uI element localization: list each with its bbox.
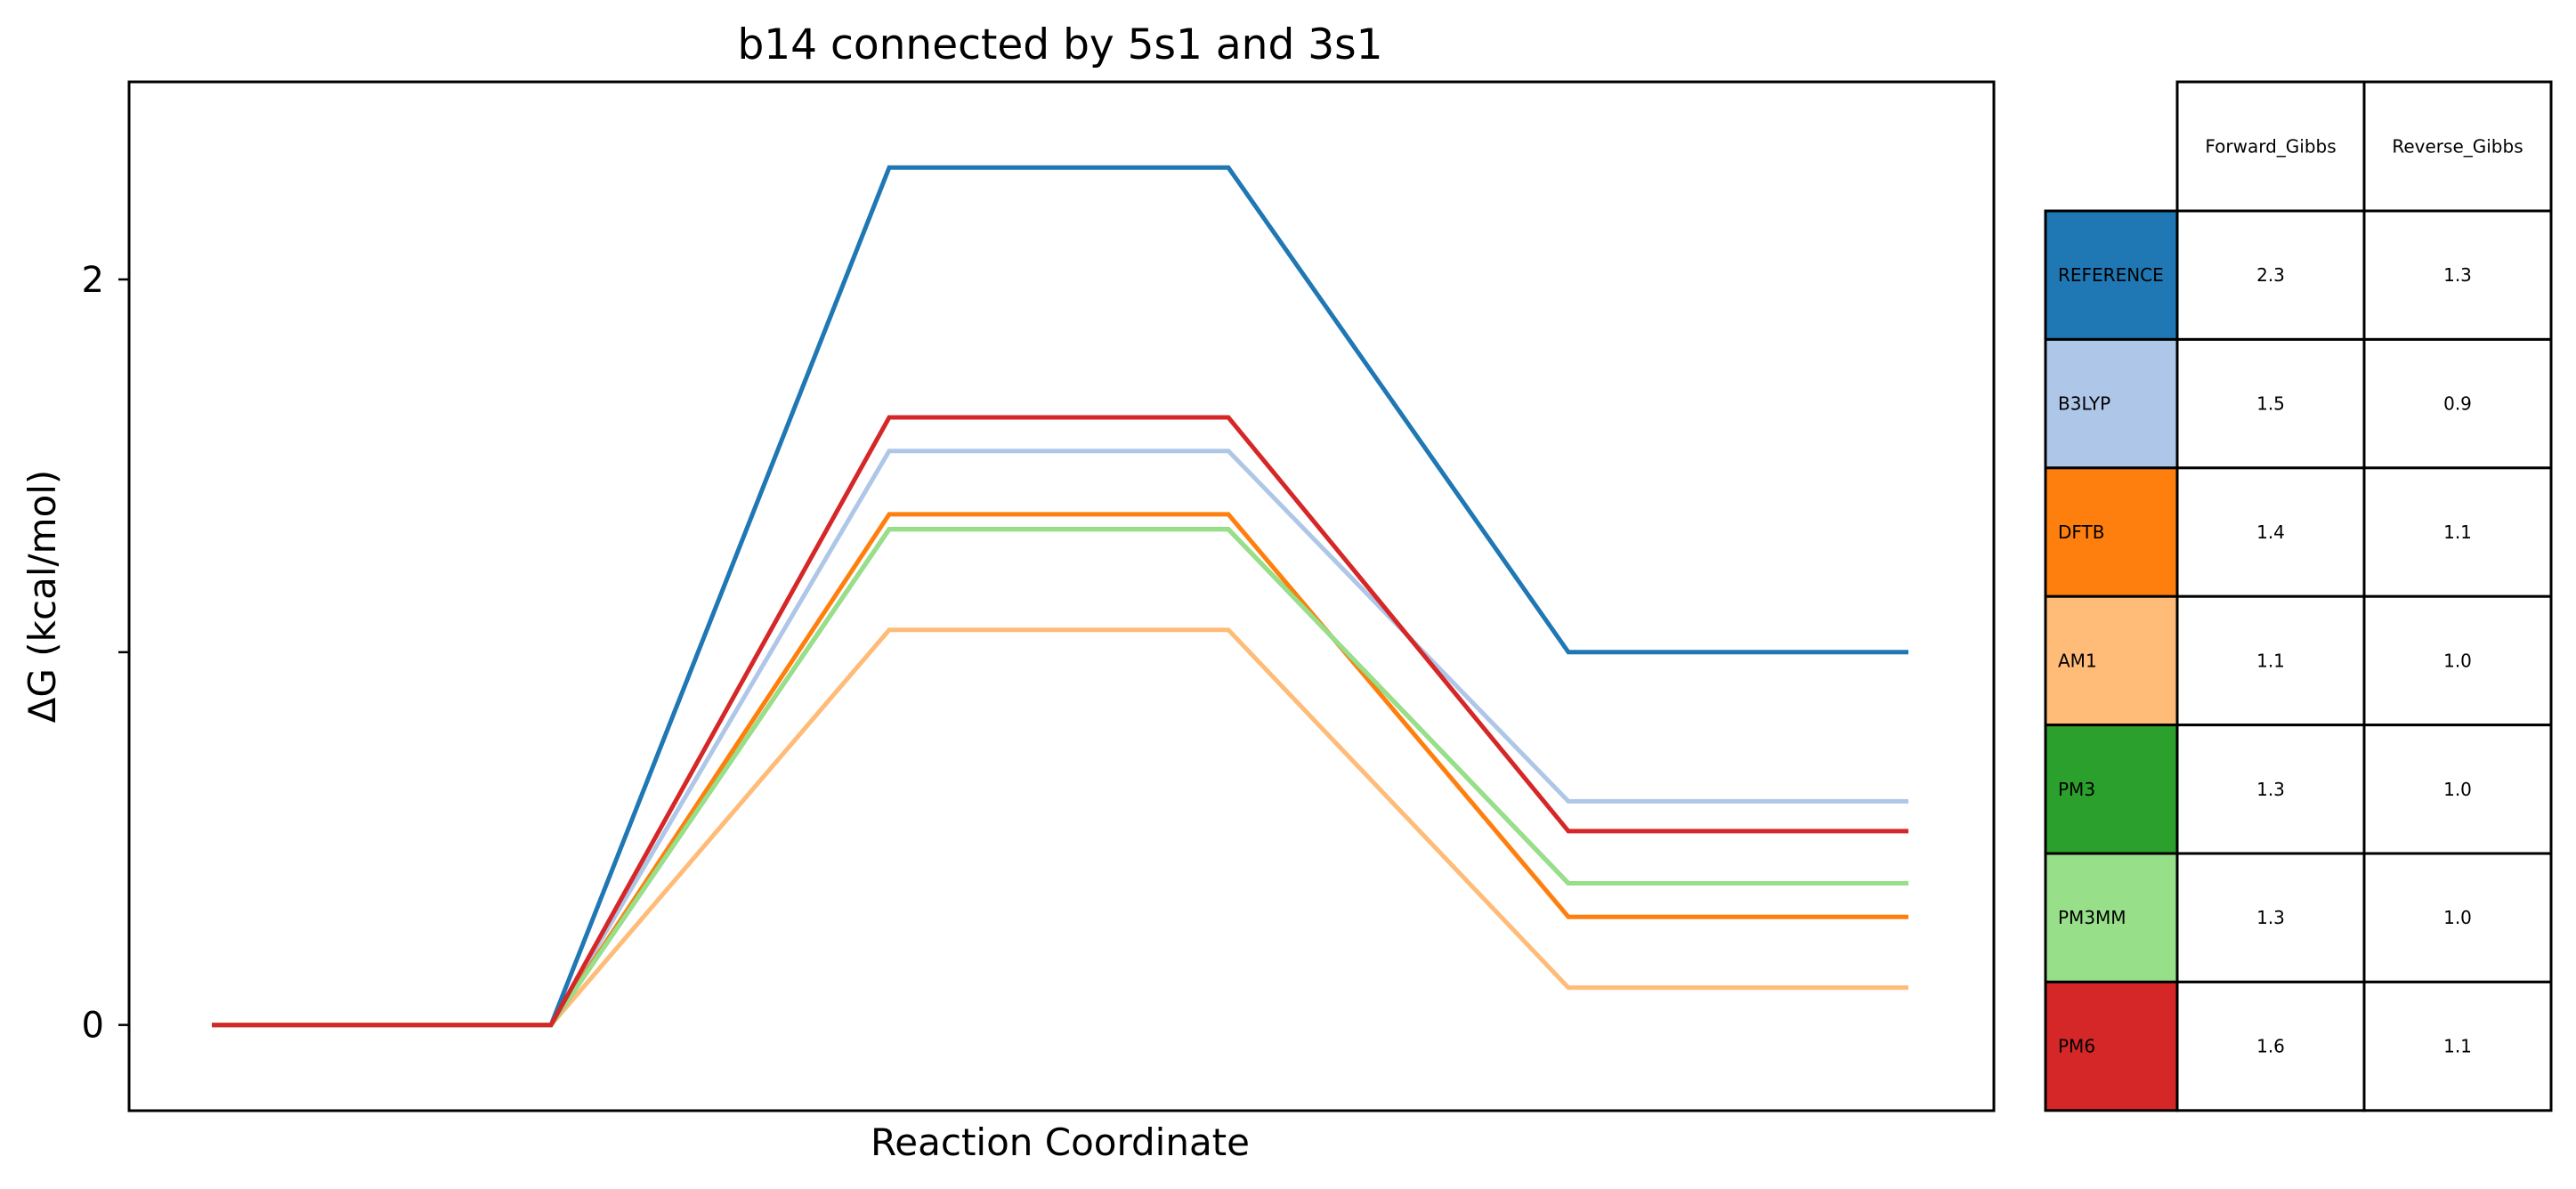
table-header-label: Reverse_Gibbs [2392,136,2523,158]
table-row-label: DFTB [2058,522,2105,543]
table-cell-value: 1.3 [2256,907,2285,928]
y-tick-label: 0 [82,1006,104,1047]
plot-area [127,80,1996,1112]
table-row-label: REFERENCE [2058,264,2164,286]
series-line-am1 [212,627,1908,1028]
series-line-dftb [212,512,1908,1028]
series-line-pm3 [212,527,1908,1028]
series-line-pm3mm [212,527,1908,1028]
chart-title: b14 connected by 5s1 and 3s1 [737,20,1382,69]
series-line-pm6 [212,415,1908,1028]
table-row-label-cell [2044,594,2179,727]
table-header-cell [2175,80,2366,213]
table-cell-value: 1.0 [2443,650,2472,671]
table-cell [2362,852,2553,983]
table-cell [2175,980,2366,1112]
table-cell-value: 1.1 [2443,522,2472,543]
table-row-label: PM6 [2058,1036,2095,1057]
y-axis-label: ΔG (kcal/mol) [20,470,64,724]
table-cell-value: 1.3 [2256,779,2285,800]
table-header-label: Forward_Gibbs [2205,136,2336,158]
table-header-cell [2362,80,2553,213]
series-lines [212,165,1908,1028]
table-cell-value: 1.6 [2256,1036,2285,1057]
table-cell-value: 0.9 [2443,393,2472,415]
table-row-label: PM3 [2058,779,2095,800]
table-cell [2362,980,2553,1112]
table-cell-value: 1.0 [2443,779,2472,800]
table-cell [2175,724,2366,855]
table-cell-value: 1.3 [2443,264,2472,286]
table-cell-value: 1.0 [2443,907,2472,928]
series-line-reference [212,165,1908,1028]
table-row-label-cell [2044,724,2179,855]
table-row-label-cell [2044,466,2179,598]
table-cell [2362,594,2553,727]
results-table: Forward_Gibbs Reverse_Gibbs REFERENCE 2.3 1.… [2044,80,2553,1112]
x-axis-label: Reaction Coordinate [871,1120,1250,1164]
table-cell-value: 1.5 [2256,393,2285,415]
y-axis-ticks: 02 [82,260,129,1047]
table-row-label: B3LYP [2058,393,2110,415]
table-cell [2175,466,2366,598]
table-row-label-cell [2044,980,2179,1112]
table-cell-value: 1.1 [2256,650,2285,671]
table-row-label-cell [2044,852,2179,983]
y-tick-label: 2 [82,260,104,301]
table-cell [2362,724,2553,855]
table-cell [2175,594,2366,727]
table-cell [2175,852,2366,983]
table-row-label: PM3MM [2058,907,2126,928]
table-cell-value: 1.1 [2443,1036,2472,1057]
table-cell-value: 1.4 [2256,522,2285,543]
table-cell-value: 2.3 [2256,264,2285,286]
table-row-label-cell [2044,209,2179,341]
table-row-label: AM1 [2058,650,2097,671]
series-line-b3lyp [212,449,1908,1028]
table-cell [2362,337,2553,470]
